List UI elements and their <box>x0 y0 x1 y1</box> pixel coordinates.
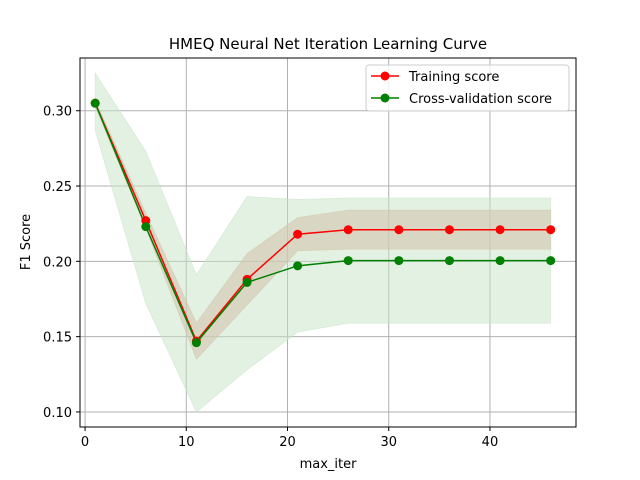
legend-entry-cross-validation: Cross-validation score <box>371 92 552 107</box>
plot-frame <box>79 57 577 428</box>
x-tick-label: 0 <box>81 435 89 450</box>
cross-validation-score-point <box>444 256 454 266</box>
y-tick-label: 0.15 <box>43 331 72 346</box>
cross-validation-score-point <box>343 256 353 266</box>
cross-validation-score-point <box>90 98 100 108</box>
cross-validation-score-band <box>94 71 552 413</box>
cross-validation-score-line <box>94 102 551 345</box>
x-tick-label: 40 <box>482 435 499 450</box>
cross-validation-score-point <box>495 256 505 266</box>
training-score-point <box>495 225 505 235</box>
cross-validation-score-point <box>191 338 201 348</box>
legend-marker-cross-validation <box>380 93 390 103</box>
x-tick-label: 20 <box>279 435 296 450</box>
cross-validation-score-point <box>293 261 303 271</box>
confidence-bands <box>94 71 552 413</box>
legend-marker-training <box>380 71 390 81</box>
training-score-point <box>394 225 404 235</box>
series-lines <box>94 102 551 345</box>
y-axis-title: F1 Score <box>19 214 34 270</box>
y-tick-label: 0.10 <box>43 406 72 421</box>
axis-ticks: 0 10 20 30 40 0.10 0.15 0.20 0.25 0.30 <box>43 105 498 450</box>
x-tick-label: 30 <box>380 435 397 450</box>
training-score-point <box>546 225 556 235</box>
legend-label-training: Training score <box>408 70 499 85</box>
cross-validation-score-point <box>546 256 556 266</box>
cross-validation-score-point <box>141 222 151 232</box>
x-tick-label: 10 <box>178 435 195 450</box>
series-markers <box>90 98 556 348</box>
legend-entry-training: Training score <box>371 70 499 85</box>
training-score-point <box>343 225 353 235</box>
chart-title: HMEQ Neural Net Iteration Learning Curve <box>169 35 487 53</box>
cross-validation-score-point <box>394 256 404 266</box>
training-score-point <box>293 229 303 239</box>
x-axis-title: max_iter <box>300 457 358 472</box>
y-tick-label: 0.25 <box>43 180 72 195</box>
y-tick-label: 0.20 <box>43 255 72 270</box>
legend-label-cross-validation: Cross-validation score <box>409 92 552 107</box>
training-score-line <box>94 102 551 343</box>
y-tick-label: 0.30 <box>43 105 72 120</box>
legend: Training score Cross-validation score <box>365 64 570 112</box>
training-score-point <box>444 225 454 235</box>
cross-validation-score-point <box>242 277 252 287</box>
legend-box <box>365 64 570 112</box>
